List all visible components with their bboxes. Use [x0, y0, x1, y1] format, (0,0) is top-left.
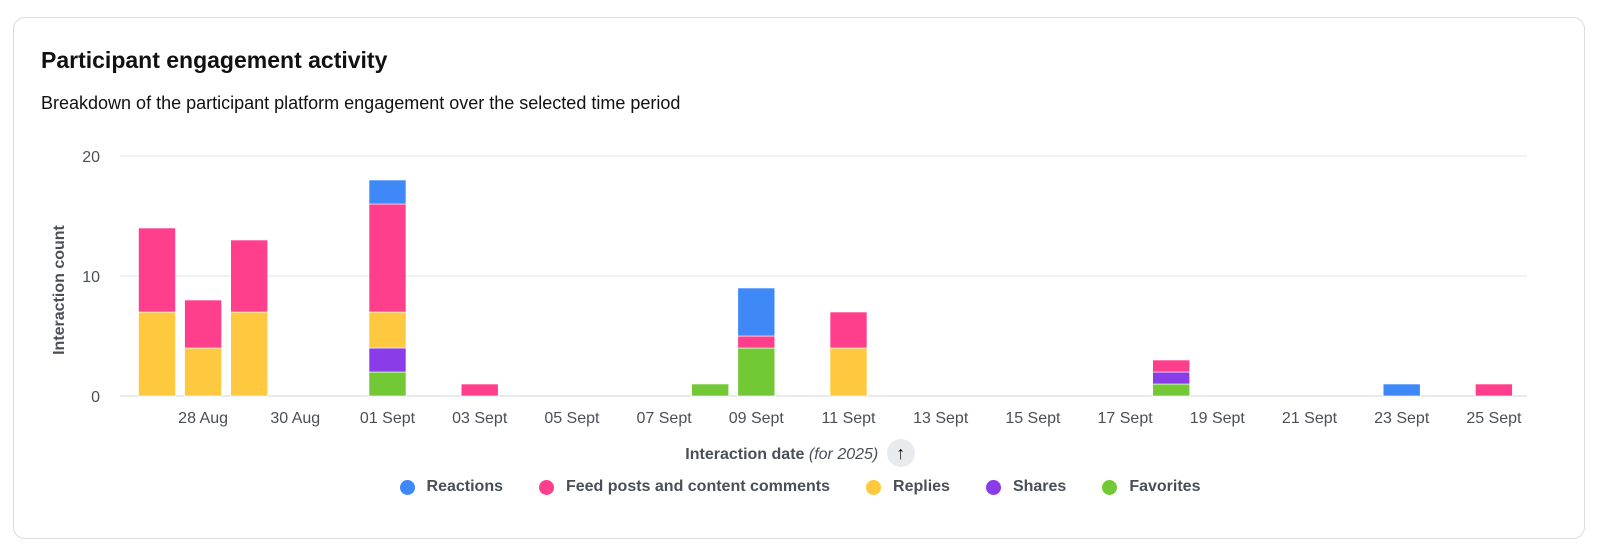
bar-segment[interactable] [368, 371, 407, 397]
bar-segment[interactable] [138, 311, 176, 397]
bar-segment[interactable] [1152, 359, 1190, 373]
bar-segment[interactable] [460, 383, 499, 397]
legend-label: Feed posts and content comments [565, 478, 831, 495]
legend-label: Replies [893, 478, 950, 495]
legend-label: Reactions [426, 478, 503, 495]
legend-label: Favorites [1129, 478, 1201, 495]
legend-item[interactable]: Favorites [1102, 478, 1200, 496]
bar-segment[interactable] [737, 347, 776, 397]
x-tick-label: 25 Sept [1466, 410, 1522, 427]
x-axis-label: Interaction date [685, 446, 805, 464]
arrow-up-icon[interactable]: ↑ [886, 439, 915, 467]
x-tick-label: 01 Sept [360, 410, 416, 427]
x-tick-label: 19 Sept [1190, 410, 1246, 427]
x-tick-label: 17 Sept [1098, 410, 1154, 427]
legend-item[interactable]: Feed posts and content comments [538, 478, 831, 496]
x-tick-label: 11 Sept [822, 410, 877, 427]
y-axis-title: Interaction count [51, 224, 68, 354]
y-tick-label: 0 [91, 389, 100, 406]
bar-segment[interactable] [1475, 383, 1513, 397]
x-tick-label: 13 Sept [913, 410, 969, 427]
chart-title: Participant engagement activity [41, 47, 388, 73]
x-tick-label: 15 Sept [1005, 410, 1061, 427]
x-tick-label: 21 Sept [1282, 410, 1338, 427]
legend-item[interactable]: Shares [985, 478, 1067, 496]
chart-subtitle: Breakdown of the participant platform en… [41, 93, 681, 113]
bar-segment[interactable] [829, 347, 868, 397]
legend-swatch [866, 479, 882, 495]
x-axis-title: Interaction date (for 2025) ↑ [0, 439, 1600, 469]
legend-swatch [538, 479, 554, 495]
chart-card [13, 17, 1585, 539]
x-axis-note: (for 2025) [808, 446, 879, 464]
x-tick-label: 28 Aug [178, 410, 228, 427]
bar-segment[interactable] [737, 335, 776, 349]
bar-segment[interactable] [184, 347, 222, 397]
chart-legend: Reactions Feed posts and content comments… [0, 478, 1600, 496]
bar-segment[interactable] [737, 287, 776, 337]
bar-segment[interactable] [691, 383, 730, 397]
legend-swatch [399, 479, 415, 495]
bar-segment[interactable] [1152, 371, 1190, 385]
y-tick-labels: 0 10 20 [82, 149, 100, 406]
legend-label: Shares [1012, 478, 1067, 495]
bar-segment[interactable] [230, 239, 268, 313]
x-tick-labels: 28 Aug 30 Aug 01 Sept 03 Sept 05 Sept 07 Sept… [178, 410, 1522, 427]
bar-segment[interactable] [368, 311, 407, 349]
x-tick-label: 23 Sept [1374, 410, 1430, 427]
y-tick-label: 10 [82, 269, 100, 286]
bar-segment[interactable] [368, 347, 407, 373]
x-tick-label: 03 Sept [452, 410, 508, 427]
bar-segment[interactable] [138, 227, 176, 313]
x-tick-label: 09 Sept [729, 410, 785, 427]
legend-swatch [1102, 479, 1118, 495]
legend-swatch [985, 479, 1001, 495]
bar-segment[interactable] [230, 311, 268, 397]
bar-segment[interactable] [184, 299, 222, 349]
bar-segment[interactable] [368, 179, 407, 205]
bars [138, 179, 1513, 397]
y-tick-label: 20 [82, 149, 100, 166]
bar-segment[interactable] [1382, 383, 1421, 397]
x-tick-label: 30 Aug [270, 410, 320, 427]
legend-item[interactable]: Reactions [399, 478, 503, 496]
bar-segment[interactable] [1152, 383, 1190, 397]
legend-item[interactable]: Replies [866, 478, 950, 496]
bar-segment[interactable] [368, 203, 407, 313]
x-tick-label: 07 Sept [637, 410, 693, 427]
grid-lines [120, 155, 1527, 397]
bar-segment[interactable] [829, 311, 868, 349]
x-tick-label: 05 Sept [544, 410, 600, 427]
